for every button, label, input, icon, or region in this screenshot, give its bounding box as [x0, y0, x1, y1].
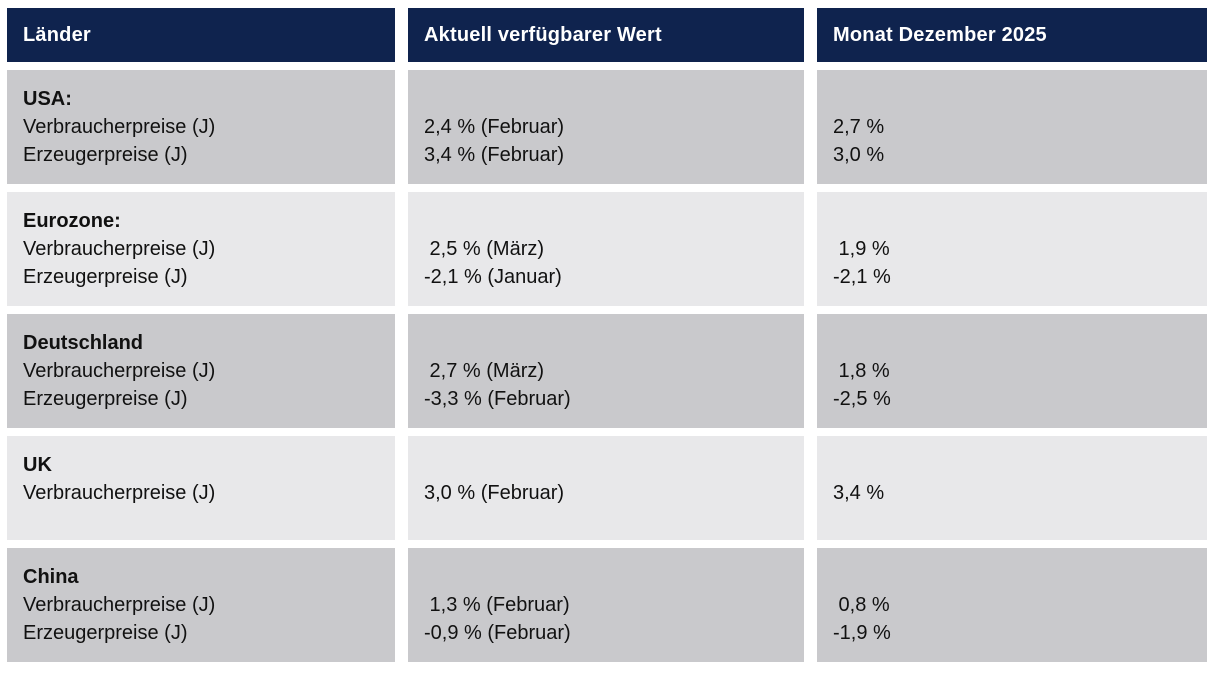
- metric-label: Erzeugerpreise (J): [23, 622, 188, 644]
- inflation-data-table: Länder Aktuell verfügbarer Wert Monat De…: [7, 8, 1207, 662]
- current-value-text: 2,7 % (März): [424, 360, 545, 382]
- column-header-current-value: Aktuell verfügbarer Wert: [408, 8, 804, 62]
- column-header-label: Länder: [23, 23, 91, 46]
- december-value-text: 1,8 %: [833, 360, 890, 382]
- column-header-countries: Länder: [7, 8, 395, 62]
- cell-country: Eurozone: Verbraucherpreise (J) Erzeugerpr…: [7, 192, 395, 306]
- december-value-text: 3,4 %: [833, 482, 885, 504]
- country-name: USA:: [23, 88, 72, 110]
- cell-current-value: 2,7 % (März) -3,3 % (Februar): [408, 314, 804, 428]
- spacer-line: [424, 329, 796, 357]
- current-value-text: 2,4 % (Februar): [424, 116, 565, 138]
- spacer-line: [424, 207, 796, 235]
- cell-december-value: 1,9 % -2,1 %: [817, 192, 1207, 306]
- cell-country: Deutschland Verbraucherpreise (J) Erzeuger…: [7, 314, 395, 428]
- cell-december-value: 1,8 % -2,5 %: [817, 314, 1207, 428]
- cell-country: China Verbraucherpreise (J) Erzeugerpreise…: [7, 548, 395, 662]
- cell-december-value: 3,4 %: [817, 436, 1207, 540]
- december-value-text: -2,5 %: [833, 388, 891, 410]
- country-name: China: [23, 566, 79, 588]
- metric-label: Erzeugerpreise (J): [23, 144, 188, 166]
- column-header-label: Monat Dezember 2025: [833, 23, 1047, 46]
- current-value-text: 3,0 % (Februar): [424, 482, 565, 504]
- spacer-line: [833, 451, 1199, 479]
- spacer-line: [833, 563, 1199, 591]
- december-value-text: -1,9 %: [833, 622, 891, 644]
- cell-december-value: 0,8 % -1,9 %: [817, 548, 1207, 662]
- current-value-text: 1,3 % (Februar): [424, 594, 570, 616]
- country-name: UK: [23, 454, 52, 476]
- current-value-text: 2,5 % (März): [424, 238, 545, 260]
- metric-label: Verbraucherpreise (J): [23, 482, 216, 504]
- spacer-line: [833, 85, 1199, 113]
- cell-current-value: 1,3 % (Februar) -0,9 % (Februar): [408, 548, 804, 662]
- metric-label: Erzeugerpreise (J): [23, 388, 188, 410]
- metric-label: Verbraucherpreise (J): [23, 238, 216, 260]
- cell-current-value: 2,4 % (Februar) 3,4 % (Februar): [408, 70, 804, 184]
- spacer-line: [424, 451, 796, 479]
- metric-label: Verbraucherpreise (J): [23, 116, 216, 138]
- spacer-line: [424, 85, 796, 113]
- metric-label: Verbraucherpreise (J): [23, 360, 216, 382]
- current-value-text: 3,4 % (Februar): [424, 144, 565, 166]
- metric-label: Erzeugerpreise (J): [23, 266, 188, 288]
- column-header-label: Aktuell verfügbarer Wert: [424, 23, 662, 46]
- cell-country: UK Verbraucherpreise (J): [7, 436, 395, 540]
- country-name: Deutschland: [23, 332, 144, 354]
- current-value-text: -2,1 % (Januar): [424, 266, 562, 288]
- cell-current-value: 2,5 % (März) -2,1 % (Januar): [408, 192, 804, 306]
- december-value-text: 0,8 %: [833, 594, 890, 616]
- current-value-text: -3,3 % (Februar): [424, 388, 571, 410]
- december-value-text: -2,1 %: [833, 266, 891, 288]
- spacer-line: [424, 563, 796, 591]
- column-header-december-2025: Monat Dezember 2025: [817, 8, 1207, 62]
- december-value-text: 2,7 %: [833, 116, 885, 138]
- country-name: Eurozone:: [23, 210, 121, 232]
- cell-current-value: 3,0 % (Februar): [408, 436, 804, 540]
- current-value-text: -0,9 % (Februar): [424, 622, 571, 644]
- cell-december-value: 2,7 % 3,0 %: [817, 70, 1207, 184]
- cell-country: USA: Verbraucherpreise (J) Erzeugerpreise …: [7, 70, 395, 184]
- table-grid: Länder Aktuell verfügbarer Wert Monat De…: [7, 8, 1207, 662]
- spacer-line: [833, 329, 1199, 357]
- spacer-line: [833, 207, 1199, 235]
- metric-label: Verbraucherpreise (J): [23, 594, 216, 616]
- december-value-text: 3,0 %: [833, 144, 885, 166]
- december-value-text: 1,9 %: [833, 238, 890, 260]
